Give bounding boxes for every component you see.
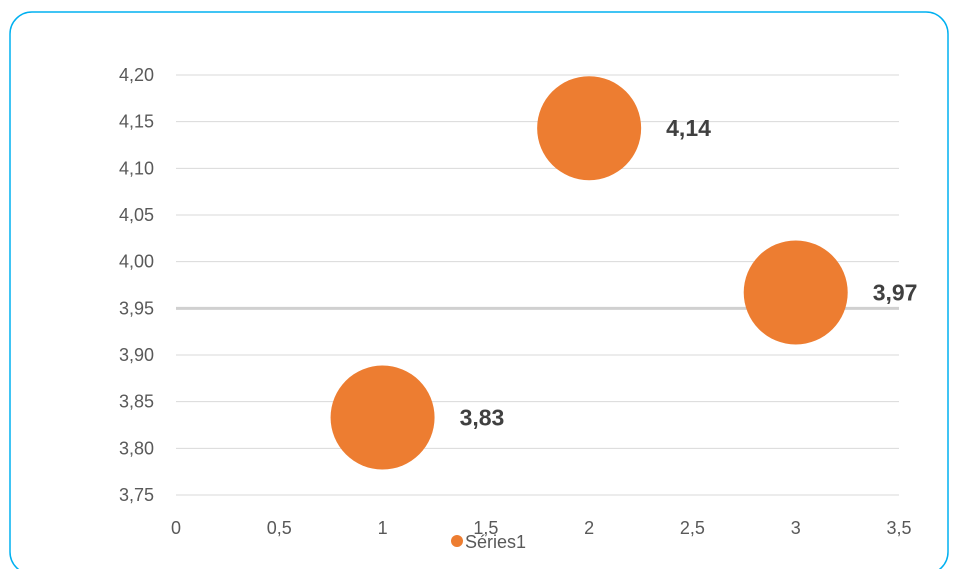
- data-points: [330, 76, 848, 470]
- legend: Séries1: [451, 532, 526, 552]
- y-tick-label: 4,00: [119, 252, 154, 272]
- x-tick-label: 2,5: [680, 518, 705, 538]
- x-tick-label: 1: [378, 518, 388, 538]
- y-tick-label: 4,20: [119, 65, 154, 85]
- data-point: [537, 76, 642, 181]
- data-point: [330, 365, 435, 470]
- data-point: [743, 240, 848, 345]
- y-tick-label: 3,80: [119, 438, 154, 458]
- y-tick-label: 4,15: [119, 112, 154, 132]
- y-tick-label: 4,10: [119, 158, 154, 178]
- legend-marker-icon: [451, 535, 463, 547]
- data-label: 3,83: [460, 405, 505, 431]
- chart-frame: [9, 11, 949, 569]
- y-tick-label: 3,85: [119, 392, 154, 412]
- data-label: 4,14: [666, 115, 711, 141]
- y-tick-label: 3,95: [119, 298, 154, 318]
- x-tick-label: 0: [171, 518, 181, 538]
- y-tick-label: 3,90: [119, 345, 154, 365]
- x-tick-label: 3: [791, 518, 801, 538]
- y-tick-label: 4,05: [119, 205, 154, 225]
- x-tick-label: 0,5: [267, 518, 292, 538]
- legend-label: Séries1: [465, 532, 526, 552]
- x-tick-label: 2: [584, 518, 594, 538]
- x-axis-ticks: 0 0,5 1 1,5 2 2,5 3 3,5: [171, 518, 912, 538]
- x-tick-label: 3,5: [886, 518, 911, 538]
- x-tick-label: 1,5: [473, 518, 498, 538]
- data-label: 3,97: [873, 279, 918, 305]
- y-axis-ticks: 3,75 3,80 3,85 3,90 3,95 4,00 4,05 4,10 4,15 4,20: [119, 65, 154, 505]
- data-labels: 3,83 4,14 3,97: [460, 115, 918, 430]
- y-tick-label: 3,75: [119, 485, 154, 505]
